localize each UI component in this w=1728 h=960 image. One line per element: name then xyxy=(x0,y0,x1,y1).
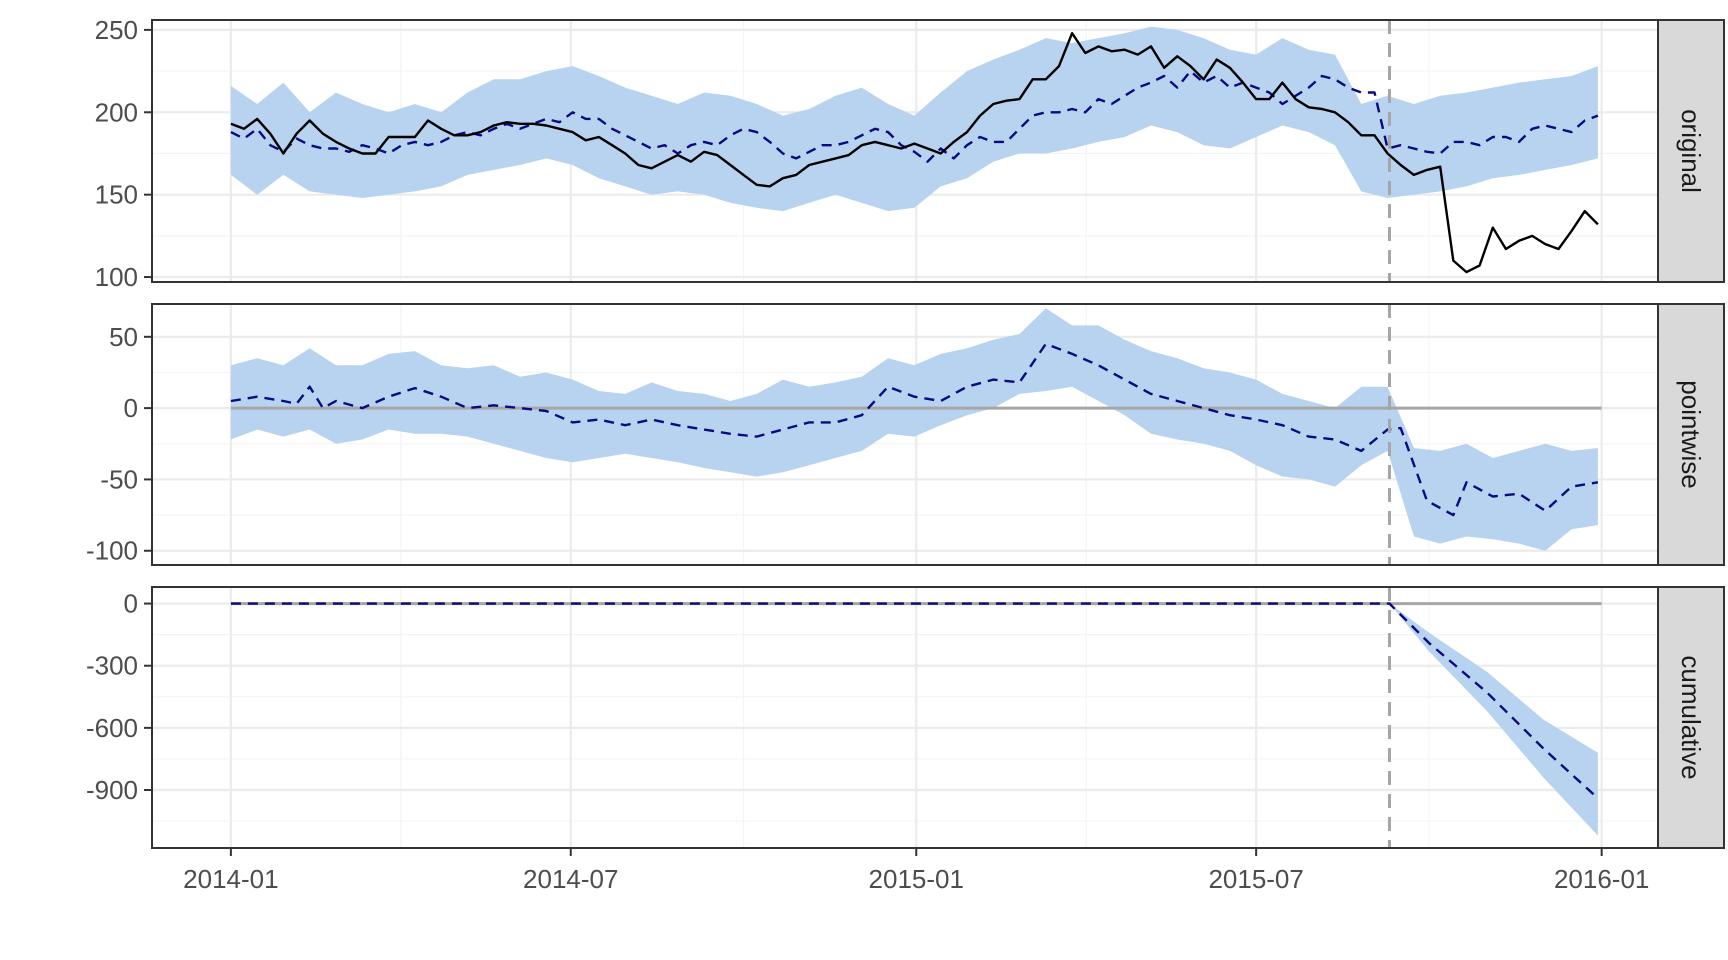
panel-pointwise: -100 -50 0 50 pointwise xyxy=(86,303,1725,566)
panel-original: 100 150 200 250 original xyxy=(95,15,1725,292)
facet-strip xyxy=(1657,19,1725,283)
x-tick-label: 2014-07 xyxy=(523,864,618,894)
facet-strip-label: cumulative xyxy=(1676,655,1706,779)
x-tick-label: 2016-01 xyxy=(1554,864,1649,894)
y-tick-label: 0 xyxy=(124,393,138,423)
y-tick-label: -100 xyxy=(86,536,138,566)
y-tick-label: 50 xyxy=(109,322,138,352)
y-tick-label: -600 xyxy=(86,713,138,743)
prediction-mean-line xyxy=(230,602,1599,800)
x-tick-label: 2015-01 xyxy=(869,864,964,894)
x-tick-label: 2014-01 xyxy=(183,864,278,894)
y-tick-label: 150 xyxy=(95,180,138,210)
y-tick-label: 250 xyxy=(95,15,138,45)
prediction-mean-line xyxy=(230,342,1599,517)
panel-cumulative: -900 -600 -300 0 cumulative xyxy=(86,586,1725,849)
y-tick-label: -300 xyxy=(86,651,138,681)
y-tick-label: -900 xyxy=(86,775,138,805)
y-tick-label: 100 xyxy=(95,262,138,292)
facet-strip xyxy=(1657,586,1725,849)
panel-background xyxy=(152,587,1658,848)
facet-strip xyxy=(1657,303,1725,566)
x-tick-label: 2015-07 xyxy=(1208,864,1303,894)
y-tick-label: -50 xyxy=(100,464,138,494)
y-tick-label: 0 xyxy=(124,589,138,619)
y-tick-label: 200 xyxy=(95,97,138,127)
prediction-interval-band xyxy=(230,308,1598,551)
prediction-interval-band xyxy=(1389,603,1598,836)
prediction-interval-band xyxy=(230,26,1598,212)
x-axis-ticks: 2014-01 2014-07 2015-01 2015-07 2016-01 xyxy=(183,848,1649,894)
observed-series-line xyxy=(230,32,1599,274)
facet-strip-label: pointwise xyxy=(1676,380,1706,488)
facet-strip-label: original xyxy=(1676,109,1706,193)
